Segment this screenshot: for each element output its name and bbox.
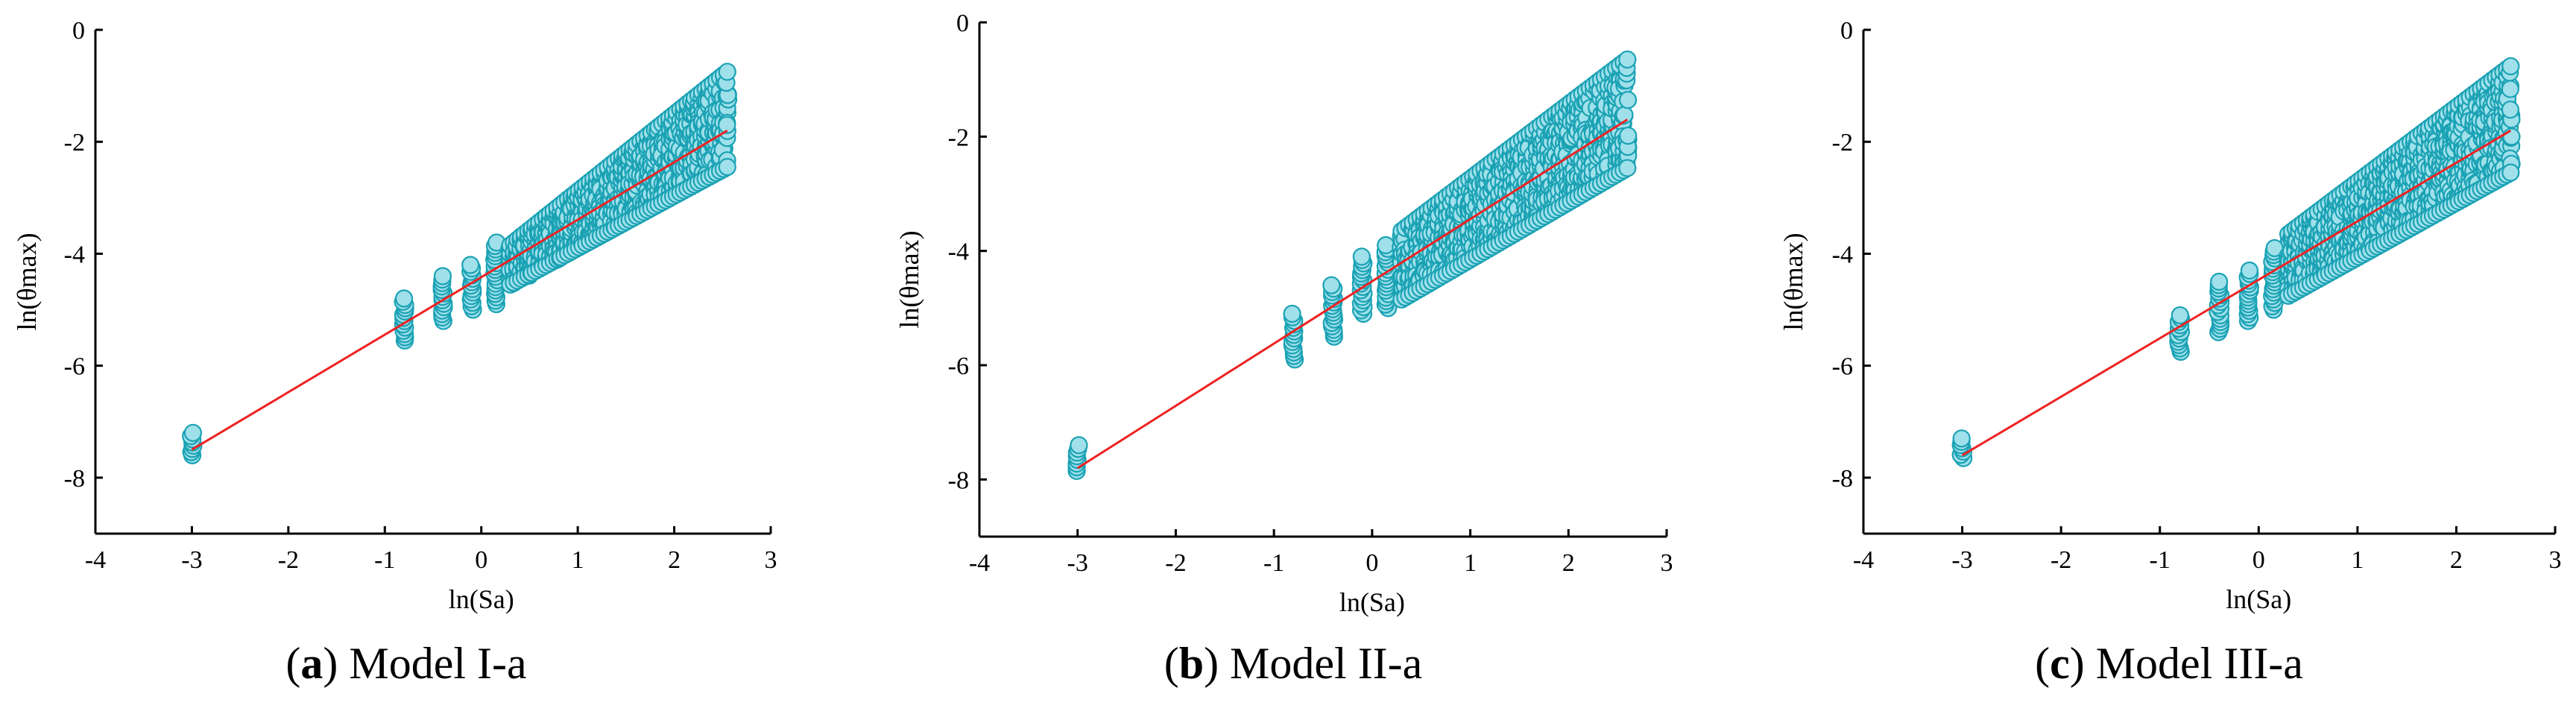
data-point [2501,163,2520,182]
figure-caption: (b) Model II-a [1164,639,1423,688]
data-point [433,267,452,285]
regression-line [1076,119,1629,470]
scatter-points [1951,57,2521,467]
x-tick-label: -1 [2150,546,2171,574]
data-point [718,157,736,177]
data-point [183,423,203,442]
x-tick-label: -1 [1263,549,1284,577]
data-point [1618,90,1638,110]
x-tick-label: 1 [572,546,584,574]
x-tick-label: 3 [2549,546,2562,574]
x-tick-label: -4 [969,549,990,577]
data-point [2502,127,2521,146]
chart-panel-2: -4 -3 -2 -1 0 1 2 3 0 -2 -4 -6 -8 ln(Sa) ln(θmax) (b) M… [894,10,1673,688]
data-point [461,256,480,274]
y-axis-title: ln(θmax) [894,230,924,328]
caption-letter: c [2050,639,2070,688]
x-tick-label: -2 [2051,546,2071,574]
data-point [1283,304,1301,323]
x-tick-label: 0 [475,546,487,574]
x-tick-label: -2 [278,546,299,574]
x-axis-title: ln(Sa) [449,584,514,614]
x-axis-title: ln(Sa) [1339,587,1405,617]
caption-open-paren: ( [285,639,300,688]
caption-close-paren: ) [2070,639,2085,688]
data-point [1352,247,1371,266]
y-tick-label: -4 [1832,241,1853,268]
x-tick-label: -3 [1951,546,1972,574]
caption-model-name: Model III-a [2085,639,2303,688]
y-tick-label: 0 [956,10,969,37]
caption-model-name: Model II-a [1219,639,1422,688]
regression-line [191,129,728,451]
regression-line [1961,129,2512,457]
data-point [1070,436,1088,455]
data-point [2210,272,2229,291]
figure-caption: (a) Model I-a [285,639,526,688]
data-point [1619,126,1638,145]
y-tick-label: -6 [64,353,85,381]
x-tick-label: 3 [765,546,777,574]
x-tick-label: -2 [1165,549,1186,577]
y-tick-label: 0 [1840,17,1853,45]
caption-close-paren: ) [1204,639,1219,688]
y-tick-label: -4 [948,238,969,266]
data-point [2171,306,2189,325]
y-axis-title: ln(θmax) [1778,233,1808,330]
y-tick-label: -8 [948,467,969,494]
data-point [1322,276,1341,294]
data-point [1377,236,1395,255]
data-point [2240,261,2258,280]
data-point [1952,429,1971,448]
y-tick-label: -6 [1832,353,1853,381]
caption-letter: b [1179,639,1204,688]
y-tick-label: -2 [1832,129,1853,157]
x-tick-label: -4 [1853,546,1874,574]
caption-open-paren: ( [1164,639,1179,688]
x-tick-label: 2 [668,546,681,574]
y-tick-label: -6 [948,353,969,380]
scatter-points [1067,50,1638,480]
x-tick-label: 2 [2450,546,2463,574]
data-point [718,116,736,134]
x-tick-label: 0 [1366,549,1378,577]
x-axis-title: ln(Sa) [2226,584,2291,614]
data-point [2501,80,2519,98]
data-point [2501,100,2519,119]
chart-panel-3: -4 -3 -2 -1 0 1 2 3 0 -2 -4 -6 -8 ln(Sa) ln(θmax) (c) M… [1778,17,2562,688]
y-tick-label: -2 [64,129,85,157]
x-tick-label: 0 [2253,546,2265,574]
x-tick-label: -1 [374,546,395,574]
y-axis-title: ln(θmax) [12,233,42,330]
y-tick-label: 0 [72,17,85,45]
data-point [2501,57,2520,75]
x-tick-label: 3 [1661,549,1673,577]
x-tick-label: -3 [181,546,202,574]
caption-open-paren: ( [2035,639,2050,688]
x-tick-label: 1 [1464,549,1477,577]
y-tick-label: -8 [64,465,85,493]
x-tick-label: -4 [85,546,106,574]
scatter-points [182,63,738,464]
data-point [1618,159,1637,177]
x-tick-label: -3 [1067,549,1088,577]
x-tick-label: 2 [1562,549,1575,577]
y-tick-label: -8 [1832,465,1853,493]
figure-caption: (c) Model III-a [2035,639,2303,688]
y-tick-label: -4 [64,241,85,268]
x-tick-label: 1 [2351,546,2364,574]
caption-close-paren: ) [323,639,338,688]
data-point [1618,50,1637,69]
data-point [394,289,414,308]
data-point [718,63,736,81]
y-tick-label: -2 [948,124,969,151]
caption-model-name: Model I-a [338,639,526,688]
caption-letter: a [300,639,323,688]
chart-panel-1: -4 -3 -2 -1 0 1 2 3 0 -2 -4 -6 -8 ln(Sa) ln(θmax) (a) M… [12,17,777,688]
